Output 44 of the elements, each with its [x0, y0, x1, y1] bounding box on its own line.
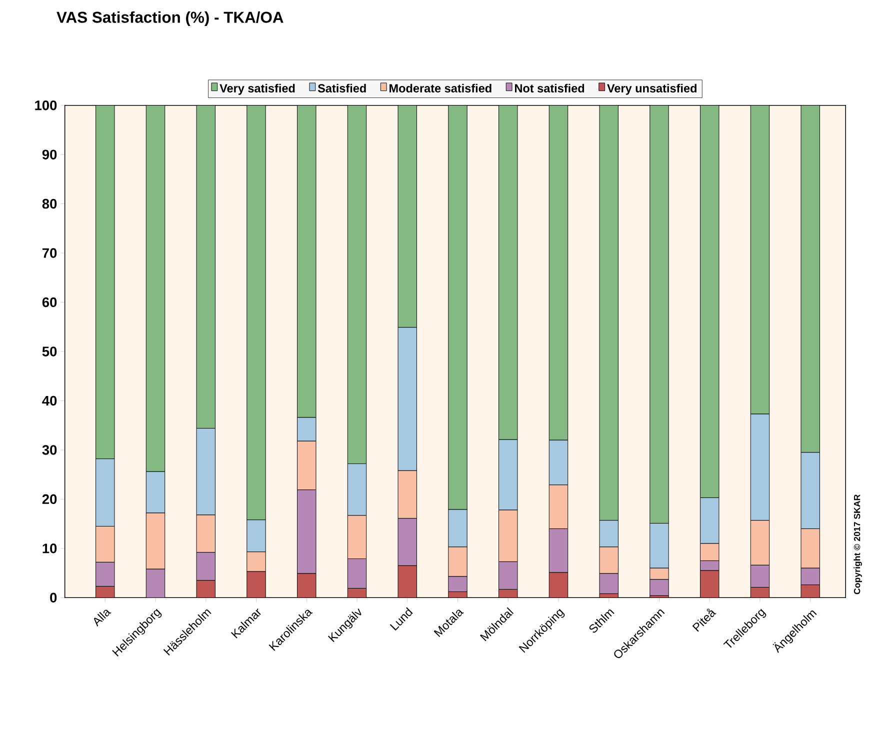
- y-tick-label: 70: [42, 248, 57, 258]
- legend-label: Not satisfied: [515, 84, 584, 93]
- bar: [398, 518, 417, 566]
- bar: [548, 572, 568, 598]
- y-tick-label: 40: [42, 396, 57, 406]
- y-tick-label: 60: [42, 298, 57, 308]
- y-tick-label: 90: [42, 150, 57, 160]
- bar: [498, 589, 518, 598]
- bar: [800, 584, 820, 598]
- y-tick-label: 100: [35, 100, 57, 110]
- bar: [448, 592, 468, 598]
- bar: [599, 573, 618, 594]
- bar: [297, 573, 316, 598]
- bar: [347, 558, 367, 589]
- bar: [448, 576, 468, 592]
- bar: [196, 552, 216, 581]
- y-tick-label: 20: [42, 494, 57, 504]
- bar: [348, 588, 366, 598]
- chart-title: VAS Satisfaction (%) - TKA/OA: [56, 12, 284, 26]
- bar: [96, 562, 115, 587]
- legend-label: Very unsatisfied: [607, 84, 696, 96]
- bar: [800, 568, 820, 586]
- legend-label: Satisfied: [318, 84, 366, 93]
- x-tick-label: Alla: [94, 610, 112, 627]
- bar: [498, 562, 518, 590]
- bar: [196, 580, 216, 598]
- y-tick-label: 50: [42, 346, 57, 357]
- y-tick-label: 10: [42, 544, 57, 554]
- bar: [750, 565, 770, 588]
- legend-label: Very satisfied: [220, 84, 295, 96]
- y-tick-label: 0: [50, 592, 57, 603]
- y-tick-label: 30: [42, 445, 57, 456]
- bar: [650, 579, 669, 596]
- bar: [548, 528, 568, 573]
- y-tick-label: 80: [42, 199, 57, 209]
- bar: [700, 570, 720, 598]
- bar: [297, 490, 316, 574]
- legend-label: Moderate satisfied: [390, 84, 492, 93]
- bar: [398, 566, 417, 598]
- text: Copyright © 2017 SKAR: [854, 494, 862, 594]
- bar: [146, 569, 166, 598]
- bar: [750, 588, 770, 598]
- bar: [246, 572, 266, 598]
- bar: [96, 586, 114, 598]
